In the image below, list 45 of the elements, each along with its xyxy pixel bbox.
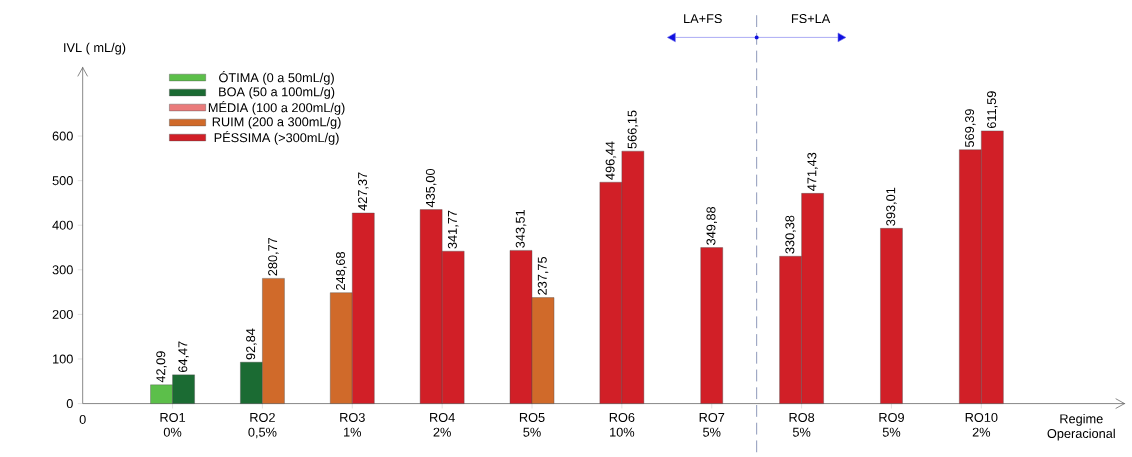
legend-label: ÓTIMA (0 a 50mL/g) — [219, 71, 334, 85]
data-label: 248,68 — [336, 252, 347, 291]
y-axis-title: IVL ( mL/g) — [64, 42, 126, 55]
y-tick-label: 400 — [52, 220, 73, 230]
data-label: 343,51 — [515, 210, 527, 248]
data-label: 435,00 — [425, 169, 437, 208]
data-label: 42,09 — [156, 351, 167, 383]
x-tick-label: RO3 1% — [340, 413, 365, 437]
data-label: 280,77 — [268, 238, 279, 276]
text: FS+LA — [791, 14, 831, 24]
y-tick-label: 200 — [52, 310, 73, 320]
legend-label: PÉSSIMA (>300mL/g) — [214, 131, 339, 145]
data-label: 427,37 — [358, 172, 369, 211]
data-label: 569,39 — [965, 109, 976, 148]
data-label: 330,38 — [785, 215, 796, 254]
legend-label: MÉDIA (100 a 200mL/g) — [208, 101, 345, 115]
legend-label: RUIM (200 a 300mL/g) — [212, 117, 341, 129]
data-label: 393,01 — [886, 187, 897, 226]
y-tick-label: 600 — [52, 131, 73, 141]
x-tick-label: RO1 0% — [160, 413, 186, 437]
data-label: 341,77 — [447, 210, 459, 249]
data-label: 611,59 — [987, 91, 998, 129]
data-label: 566,15 — [627, 110, 639, 149]
y-tick-label: 0 — [66, 399, 73, 409]
x-tick-label: RO10 2% — [965, 413, 998, 437]
x-tick-label: RO8 5% — [789, 413, 815, 437]
y-tick-label: 100 — [53, 354, 73, 364]
data-label: 471,43 — [807, 152, 818, 192]
x-axis-title: Regime Operacional — [1047, 414, 1115, 441]
x-tick-label: RO5 5% — [519, 413, 545, 437]
y-tick-label: 300 — [52, 265, 73, 275]
x-tick-label: RO9 5% — [879, 413, 904, 437]
y-tick-label: 500 — [52, 176, 73, 186]
text: 0 — [79, 415, 86, 425]
data-label: 92,84 — [246, 328, 257, 360]
data-label: 349,88 — [706, 207, 717, 246]
x-tick-label: RO6 10% — [609, 413, 635, 437]
data-label: 64,47 — [178, 341, 189, 373]
legend-label: BOA (50 a 100mL/g) — [219, 87, 335, 99]
data-label: 496,44 — [605, 141, 617, 180]
text: LA+FS — [684, 14, 722, 24]
x-tick-label: RO2 0,5% — [248, 413, 277, 439]
data-label: 237,75 — [537, 257, 549, 295]
x-tick-label: RO7 5% — [699, 413, 725, 437]
x-tick-label: RO4 2% — [430, 413, 455, 437]
